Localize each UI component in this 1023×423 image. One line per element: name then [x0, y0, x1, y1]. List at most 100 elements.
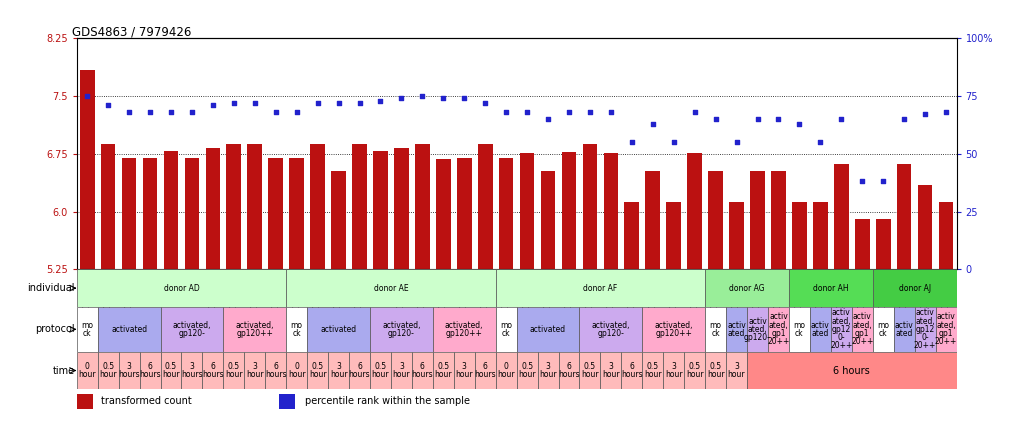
Bar	[97, 307, 161, 352]
Bar	[726, 307, 747, 352]
Bar	[161, 307, 223, 352]
Bar	[349, 352, 370, 389]
Bar	[604, 153, 618, 269]
Bar	[642, 352, 663, 389]
Bar	[601, 352, 621, 389]
Text: donor AH: donor AH	[813, 284, 849, 293]
Point	[330, 99, 347, 106]
Text: transformed count: transformed count	[101, 396, 192, 406]
Bar	[223, 307, 286, 352]
Point	[812, 139, 829, 146]
Bar	[97, 352, 119, 389]
Point	[184, 109, 201, 115]
Text: activ
ated,
gp1
20++: activ ated, gp1 20++	[851, 312, 874, 346]
Bar	[139, 352, 161, 389]
Bar	[80, 71, 94, 269]
Text: activated: activated	[112, 325, 147, 334]
Text: activ
ated: activ ated	[727, 321, 746, 338]
Text: mo
ck: mo ck	[291, 321, 303, 338]
Bar	[520, 153, 534, 269]
Point	[540, 115, 557, 122]
Point	[100, 102, 117, 109]
Text: 0
hour: 0 hour	[287, 362, 306, 379]
Point	[749, 115, 765, 122]
Point	[351, 99, 367, 106]
Point	[456, 95, 473, 102]
Bar	[750, 171, 765, 269]
Bar	[499, 157, 514, 269]
Text: donor AF: donor AF	[583, 284, 618, 293]
Text: GDS4863 / 7979426: GDS4863 / 7979426	[73, 25, 191, 38]
Text: activ
ated,
gp12
0-
20++: activ ated, gp12 0- 20++	[914, 308, 936, 350]
Bar	[496, 352, 517, 389]
Point	[770, 115, 787, 122]
Bar	[813, 202, 828, 269]
Text: mo
ck: mo ck	[710, 321, 721, 338]
Point	[247, 99, 263, 106]
Text: activ
ated,
gp12
0-
20++: activ ated, gp12 0- 20++	[830, 308, 852, 350]
Bar	[876, 219, 890, 269]
Bar	[457, 157, 472, 269]
Bar	[203, 352, 223, 389]
Text: 3
hour: 3 hour	[329, 362, 348, 379]
Text: 6
hours: 6 hours	[139, 362, 161, 379]
Text: 0
hour: 0 hour	[497, 362, 515, 379]
Text: 3
hours: 3 hours	[119, 362, 140, 379]
Text: 0
hour: 0 hour	[79, 362, 96, 379]
Text: 3
hour: 3 hour	[665, 362, 682, 379]
Point	[477, 99, 493, 106]
Text: mo
ck: mo ck	[794, 321, 805, 338]
Text: 3
hour: 3 hour	[393, 362, 410, 379]
Text: 6
hours: 6 hours	[411, 362, 433, 379]
Bar	[223, 352, 244, 389]
Bar	[290, 157, 304, 269]
Point	[708, 115, 724, 122]
Bar	[77, 394, 92, 409]
Text: activ
ated: activ ated	[811, 321, 830, 338]
Bar	[729, 202, 744, 269]
Bar	[352, 144, 367, 269]
Bar	[792, 202, 807, 269]
Text: 6
hours: 6 hours	[475, 362, 496, 379]
Bar	[265, 352, 286, 389]
Point	[226, 99, 242, 106]
Text: 3
hour: 3 hour	[727, 362, 746, 379]
Bar	[370, 307, 433, 352]
Bar	[496, 269, 705, 307]
Bar	[705, 352, 726, 389]
Bar	[436, 159, 450, 269]
Text: 0.5
hour: 0.5 hour	[163, 362, 180, 379]
Bar	[852, 307, 873, 352]
Point	[121, 109, 137, 115]
Bar	[579, 307, 642, 352]
Text: percentile rank within the sample: percentile rank within the sample	[306, 396, 471, 406]
Point	[624, 139, 640, 146]
Bar	[663, 352, 684, 389]
Bar	[771, 171, 786, 269]
Bar	[415, 144, 430, 269]
Bar	[583, 144, 597, 269]
Text: mo
ck: mo ck	[500, 321, 513, 338]
Bar	[279, 394, 295, 409]
Bar	[726, 352, 747, 389]
Bar	[834, 164, 849, 269]
Text: 6
hours: 6 hours	[203, 362, 224, 379]
Bar	[286, 352, 307, 389]
Text: donor AJ: donor AJ	[898, 284, 931, 293]
Bar	[915, 307, 936, 352]
Text: 3
hour: 3 hour	[603, 362, 620, 379]
Bar	[478, 144, 492, 269]
Point	[79, 93, 95, 99]
Bar	[579, 352, 601, 389]
Bar	[184, 157, 199, 269]
Text: activ
ated: activ ated	[895, 321, 914, 338]
Bar	[646, 171, 660, 269]
Point	[435, 95, 451, 102]
Point	[414, 93, 431, 99]
Text: protocol: protocol	[35, 324, 75, 334]
Bar	[142, 157, 158, 269]
Point	[582, 109, 598, 115]
Text: 0.5
hour: 0.5 hour	[99, 362, 117, 379]
Point	[938, 109, 954, 115]
Point	[519, 109, 535, 115]
